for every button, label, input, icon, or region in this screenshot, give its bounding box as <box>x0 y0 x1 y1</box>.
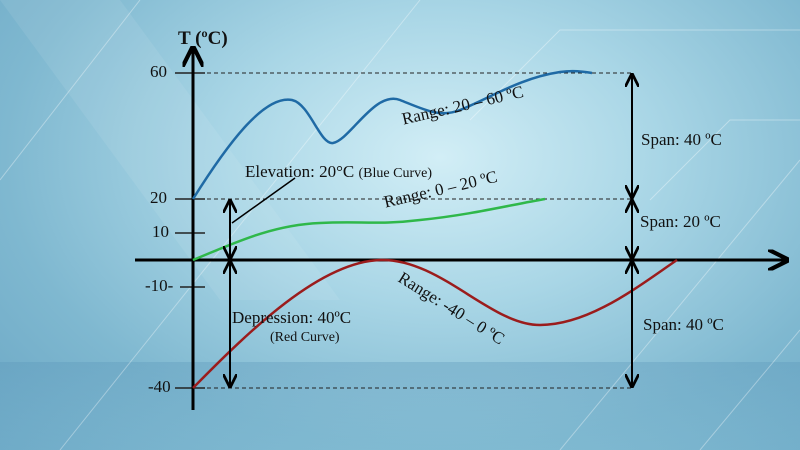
blue-curve <box>191 69 593 200</box>
span-arrows <box>230 76 632 385</box>
tick-label-10: 10 <box>152 222 169 241</box>
span-mid-label: Span: 20 ºC <box>640 212 721 231</box>
span-bottom-label: Span: 40 ºC <box>643 315 724 334</box>
tick-label-60: 60 <box>150 62 167 81</box>
tick-label-20: 20 <box>150 188 167 207</box>
tick-label-neg40: -40 <box>148 377 171 396</box>
red-curve <box>192 258 678 389</box>
depression-label: Depression: 40ºC <box>232 308 352 327</box>
depression-note: (Red Curve) <box>270 330 340 345</box>
elevation-label: Elevation: 20°C (Blue Curve) <box>245 162 432 182</box>
elevation-text: Elevation: 20°C <box>245 162 355 181</box>
span-top-label: Span: 40 ºC <box>641 130 722 149</box>
elevation-note: (Blue Curve) <box>358 166 432 181</box>
background-band <box>0 362 800 450</box>
elevation-pointer <box>231 177 296 224</box>
tick-label-neg10: -10- <box>145 276 174 295</box>
green-curve <box>192 197 546 262</box>
y-axis-label: T (ºC) <box>178 28 228 49</box>
